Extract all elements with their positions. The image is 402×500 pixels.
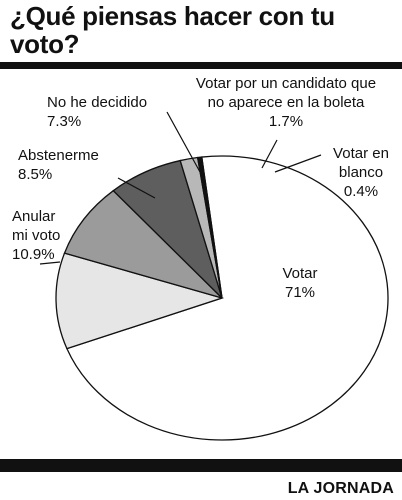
leader-line-3 — [117, 177, 156, 199]
slice-label-3: Abstenerme 8.5% — [18, 147, 99, 183]
slice-label-6: Votar en blanco 0.4% — [333, 145, 389, 200]
slice-label-2: Anular mi voto 10.9% — [12, 208, 60, 263]
pie-slice-6 — [196, 156, 223, 299]
leader-lines — [39, 111, 322, 265]
slice-labels: Votar 71% Anular mi voto 10.9% Abstenerme 8.5%… — [12, 75, 389, 301]
slice-label-1: Votar 71% — [282, 265, 317, 301]
leader-line-6 — [274, 154, 322, 173]
pie-slices — [55, 155, 389, 441]
source-credit: LA JORNADA — [287, 480, 394, 497]
pie-slice-1 — [66, 155, 389, 441]
chart-title: ¿Qué piensas hacer con tu voto? — [10, 1, 335, 59]
pie-slice-3 — [63, 189, 223, 299]
pie-slice-2 — [55, 252, 225, 350]
leader-line-5 — [261, 139, 278, 169]
top-rule — [0, 62, 402, 69]
slice-label-4: No he decidido 7.3% — [47, 94, 147, 130]
slice-label-5: Votar por un candidato que no aparece en … — [196, 75, 376, 130]
bottom-rule — [0, 459, 402, 472]
leader-line-2 — [39, 261, 61, 265]
leader-line-4 — [166, 111, 201, 173]
